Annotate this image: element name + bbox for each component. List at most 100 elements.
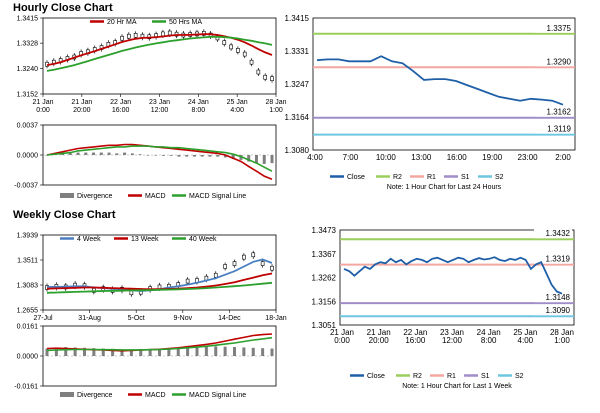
weekly-macd-divergence-bar (223, 346, 227, 356)
hourly-close-pivots-legend-r2: R2 (393, 174, 402, 181)
weekly-price-xtick-label: 27-Jul (33, 315, 53, 322)
hourly-macd-divergence-bar (68, 152, 72, 155)
hourly-macd-series-macd (46, 143, 273, 181)
hourly-macd-legend-macd-signal-line: MACD Signal Line (189, 193, 246, 200)
hourly-macd-divergence-bar (146, 155, 150, 156)
hourly-macd-divergence-bar (107, 152, 111, 155)
weekly-macd-divergence-bar (148, 348, 152, 356)
weekly-price-candle (232, 261, 237, 266)
hourly-close-pivots-ytick-label: 1.3331 (285, 47, 310, 56)
weekly-price-candle (129, 290, 134, 296)
weekly-macd-divergence-bar (270, 348, 274, 356)
hourly-close-pivots-xtick-label: 7:00 (343, 153, 359, 162)
weekly-macd-divergence-bar (204, 346, 208, 356)
weekly-close-pivots-pivot-label-r2: 1.3432 (546, 229, 571, 238)
weekly-close-pivots-pivot-label-bg (534, 253, 572, 264)
hourly-price-xtick-label: 21 Jan (32, 99, 53, 106)
hourly-close-pivots-pivot-label-s2: 1.3119 (547, 125, 571, 134)
hourly-price-candle (167, 30, 172, 36)
hourly-price-xtick-label: 0:00 (36, 107, 50, 114)
hourly-price-candle (222, 40, 227, 45)
hourly-macd-divergence-bar (223, 155, 227, 158)
hourly-macd-legend-divergence-swatch (60, 193, 74, 198)
weekly-price-ytick-label: 1.3511 (17, 258, 38, 265)
weekly-close-pivots-note: Note: 1 Hour Chart for Last 1 Week (402, 383, 512, 390)
weekly-price-candle (251, 252, 256, 258)
weekly-close-pivots-xtick-label: 12:00 (442, 336, 463, 345)
hourly-price-xtick-label: 25 Jan (227, 99, 248, 106)
hourly-macd-divergence-bar (115, 153, 119, 155)
hourly-price-xtick-label: 20:00 (73, 107, 91, 114)
hourly-close-pivots-pivot-label-bg (535, 106, 573, 117)
weekly-close-pivots-xtick-label: 4:00 (518, 336, 534, 345)
weekly-close-pivots-series-close (343, 256, 563, 295)
weekly-close-pivots-pivot-label-r1: 1.3319 (546, 255, 571, 264)
weekly-price-xtick-label: 14-Dec (218, 315, 241, 322)
weekly-macd-divergence-bar (261, 348, 265, 356)
hourly-price-candle (229, 44, 233, 50)
weekly-close-pivots-xtick-label: 24 Jan (477, 328, 501, 337)
weekly-macd-legend-divergence: Divergence (77, 392, 113, 399)
hourly-price-xtick-label: 12:00 (151, 107, 169, 114)
hourly-macd-divergence-bar (177, 155, 181, 157)
weekly-price-legend-13-week: 13 Week (131, 236, 159, 243)
weekly-macd-divergence-bar (167, 348, 171, 356)
weekly-macd-series-macd-signal-line (46, 336, 273, 352)
weekly-price-candle (270, 265, 274, 271)
hourly-close-pivots-pivot-label-r1: 1.3290 (547, 57, 572, 66)
hourly-section-title: Hourly Close Chart (13, 2, 113, 14)
hourly-price-xtick-label: 8:00 (192, 107, 206, 114)
hourly-close-pivots-pivot-label-bg (535, 56, 573, 67)
weekly-price-candle (260, 261, 265, 266)
hourly-macd-divergence-bar (169, 155, 173, 156)
weekly-macd-divergence-bar (186, 347, 190, 356)
weekly-close-pivots-legend-s2: S2 (515, 373, 524, 380)
hourly-macd-divergence-bar (185, 155, 189, 157)
hourly-macd-ytick-label: 0.0037 (17, 123, 39, 130)
hourly-close-pivots-ytick-label: 1.3080 (285, 146, 310, 155)
hourly-macd-divergence-bar (130, 153, 134, 155)
hourly-price-xtick-label: 4:00 (230, 107, 244, 114)
weekly-close-pivots-xtick-label: 1:00 (554, 336, 570, 345)
weekly-close-pivots-xtick-label: 21 Jan (367, 328, 391, 337)
hourly-macd-divergence-bar (76, 152, 80, 155)
hourly-price-candle (120, 35, 124, 41)
weekly-close-pivots-xtick-label: 0:00 (334, 336, 350, 345)
hourly-price-candle (263, 74, 267, 80)
hourly-close-pivots-ytick-label: 1.3415 (285, 14, 310, 23)
hourly-price-ytick-label: 1.3152 (17, 92, 39, 99)
hourly-macd-divergence-bar (231, 155, 235, 160)
weekly-close-pivots-xtick-label: 28 Jan (550, 328, 574, 337)
hourly-macd-ytick-label: 0.0000 (17, 153, 39, 160)
weekly-macd-divergence-bar (129, 349, 133, 356)
weekly-macd-ytick-label: 0.0000 (17, 354, 39, 361)
weekly-macd-legend-macd-signal-line: MACD Signal Line (189, 392, 246, 399)
hourly-macd-divergence-bar (247, 155, 251, 162)
hourly-price-series-50-hrs-ma (46, 35, 273, 72)
weekly-close-pivots-ytick-label: 1.3473 (312, 226, 337, 235)
weekly-close-pivots-xtick-label: 23 Jan (440, 328, 464, 337)
weekly-price-xtick-label: 31-Aug (78, 315, 101, 322)
weekly-close-pivots-pivot-label-s1: 1.3148 (546, 293, 571, 302)
hourly-macd-divergence-bar (161, 155, 165, 156)
hourly-macd-divergence-bar (216, 155, 220, 157)
hourly-close-pivots-pivot-label-r2: 1.3375 (547, 24, 572, 33)
hourly-price-ytick-label: 1.3240 (17, 66, 39, 73)
hourly-price-candle (133, 33, 138, 38)
hourly-close-pivots-xtick-label: 23:00 (518, 153, 539, 162)
weekly-macd-divergence-bar (92, 348, 96, 356)
weekly-price-candle (223, 264, 227, 269)
hourly-price-candle (161, 31, 165, 37)
weekly-macd-ytick-label: 0.0161 (17, 324, 39, 331)
weekly-price-legend-40-week: 40 Week (189, 236, 217, 243)
weekly-close-pivots-xtick-label: 16:00 (405, 336, 426, 345)
hourly-macd-series-macd-signal-line (46, 145, 273, 172)
hourly-close-pivots-series-close (316, 55, 564, 106)
hourly-price-candle (242, 51, 247, 57)
hourly-price-candle (249, 59, 254, 65)
weekly-macd-divergence-bar (73, 347, 77, 356)
weekly-price-legend-4-week: 4 Week (77, 236, 101, 243)
hourly-close-pivots-ytick-label: 1.3247 (285, 80, 310, 89)
hourly-macd-divergence-bar (92, 152, 96, 155)
weekly-macd-divergence-bar (139, 349, 143, 356)
